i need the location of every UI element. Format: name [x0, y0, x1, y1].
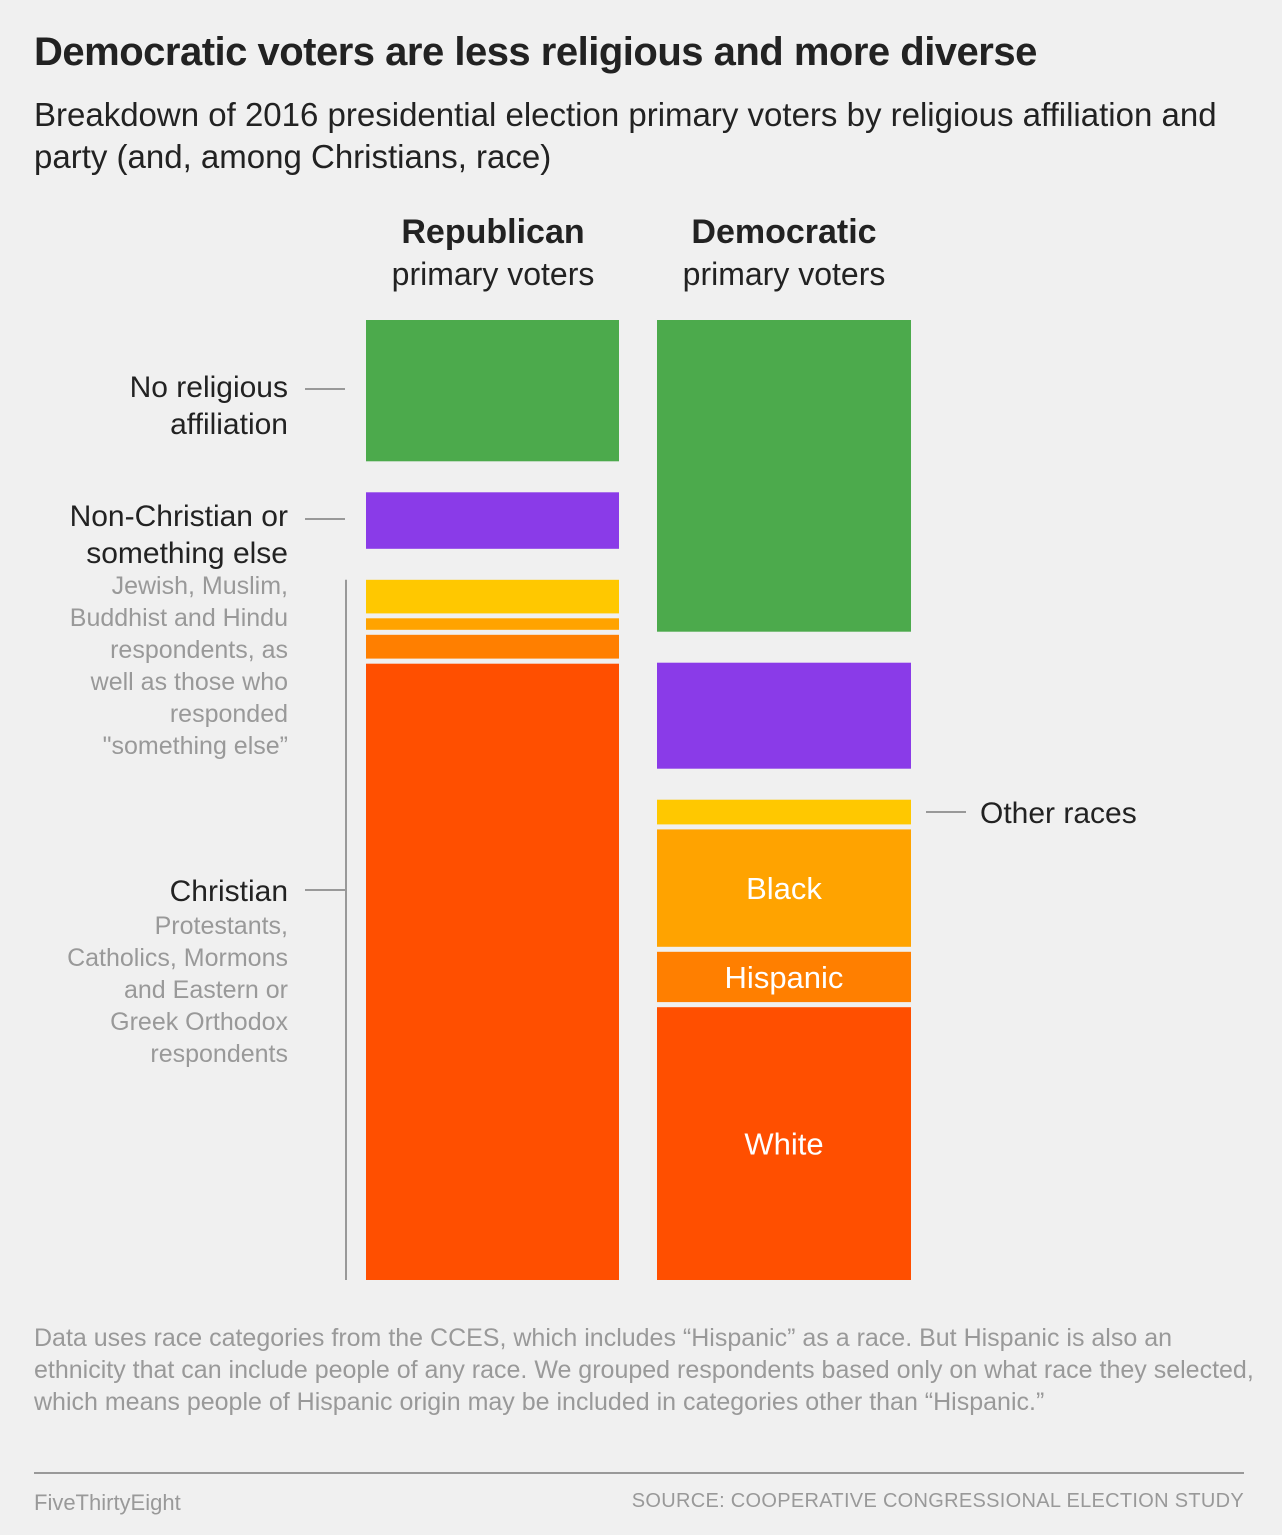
chart-subtitle: Breakdown of 2016 presidential election …: [34, 96, 1217, 175]
label-no-religious-affiliation-line: No religious: [130, 371, 288, 404]
column-party-label: Democratic: [691, 213, 877, 251]
segment-label-black: Black: [746, 871, 822, 906]
bar-segment-no-religious-affiliation-republican: [366, 320, 619, 462]
label-non-christian-description-line: well as those who: [90, 668, 288, 696]
label-christian-description: Protestants, Catholics, Mormons and Easter…: [67, 912, 288, 1068]
brand-label: FiveThirtyEight: [34, 1490, 181, 1515]
segment-label-white: White: [744, 1127, 823, 1162]
label-non-christian-description-line: responded: [170, 700, 288, 728]
bar-segment-other-races-democratic: [657, 799, 911, 825]
label-christian: Christian: [170, 875, 288, 908]
bar-segment-non-christian-or-something-else-democratic: [657, 662, 911, 769]
label-christian-description-line: Protestants,: [155, 912, 288, 940]
column-sub-label: primary voters: [391, 256, 595, 292]
bar-segment-white-democratic: [657, 1007, 911, 1280]
column-header-democratic: Democratic primary voters: [634, 210, 934, 294]
label-non-christian-description-line: Jewish, Muslim,: [112, 572, 288, 600]
bar-segment-other-races-republican: [366, 579, 619, 614]
column-party-label: Republican: [401, 213, 585, 251]
bar-segment-hispanic-democratic: [657, 951, 911, 1003]
bar-segment-no-religious-affiliation-democratic: [657, 320, 911, 632]
label-christian-description-line: Catholics, Mormons: [67, 944, 288, 972]
label-non-christian: Non-Christian or something else: [70, 500, 288, 570]
column-sub-label: primary voters: [682, 256, 886, 292]
footer-divider: [34, 1472, 1244, 1474]
label-no-religious-affiliation-line: affiliation: [170, 408, 288, 441]
bar-segment-hispanic-republican: [366, 634, 619, 659]
column-header-republican: Republican primary voters: [343, 210, 643, 294]
bar-segment-non-christian-or-something-else-republican: [366, 492, 619, 549]
source-label: SOURCE: COOPERATIVE CONGRESSIONAL ELECTI…: [631, 1490, 1244, 1512]
label-non-christian-description-line: respondents, as: [110, 636, 288, 664]
bar-segment-white-republican: [366, 663, 619, 1280]
bar-segment-black-democratic: [657, 829, 911, 947]
label-non-christian-description-line: Buddhist and Hindu: [70, 604, 288, 632]
segment-label-hispanic: Hispanic: [725, 960, 844, 995]
bar-segment-black-republican: [366, 618, 619, 630]
label-christian-description-line: and Eastern or: [124, 976, 288, 1004]
label-other-races: Other races: [980, 797, 1137, 830]
label-christian-description-line: Greek Orthodox: [110, 1008, 288, 1036]
label-christian-description-line: respondents: [150, 1040, 288, 1068]
chart-title: Democratic voters are less religious and…: [34, 30, 1037, 74]
label-non-christian-description: Jewish, Muslim, Buddhist and Hindu respond…: [70, 572, 288, 760]
label-non-christian-line: Non-Christian or: [70, 500, 288, 533]
label-non-christian-description-line: "something else”: [103, 732, 288, 760]
label-no-religious-affiliation: No religious affiliation: [130, 371, 288, 441]
footnote: Data uses race categories from the CCES,…: [34, 1324, 1254, 1416]
label-non-christian-line: something else: [86, 537, 288, 570]
